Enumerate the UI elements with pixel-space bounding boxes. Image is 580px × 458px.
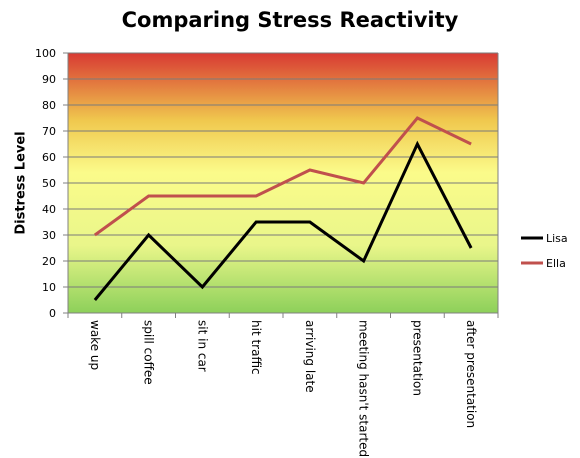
y-tick-label: 90 — [42, 73, 56, 86]
x-tick-label: wake up — [88, 320, 102, 370]
x-tick-label: sit in car — [195, 320, 209, 372]
x-tick-label: after presentation — [464, 320, 478, 428]
gridlines — [68, 52, 498, 314]
series-line-lisa — [93, 140, 473, 301]
y-tick-label: 0 — [49, 307, 56, 320]
y-tick-label: 50 — [42, 177, 56, 190]
y-tick-label: 10 — [42, 281, 56, 294]
x-tick-label: meeting hasn't started — [357, 320, 371, 457]
y-tick-label: 70 — [42, 125, 56, 138]
series-line-ella — [93, 116, 472, 237]
legend-label-ella: Ella — [546, 257, 566, 270]
chart-title: Comparing Stress Reactivity — [121, 8, 459, 32]
x-tick-label: spill coffee — [142, 320, 156, 385]
y-tick-label: 60 — [42, 151, 56, 164]
y-tick-label: 30 — [42, 229, 56, 242]
legend-label-lisa: Lisa — [546, 232, 568, 245]
y-tick-label: 100 — [35, 47, 56, 60]
y-tick-label: 40 — [42, 203, 56, 216]
x-tick-label: presentation — [410, 320, 424, 396]
y-tick-label: 80 — [42, 99, 56, 112]
y-tick-label: 20 — [42, 255, 56, 268]
x-tick-label: arriving late — [303, 320, 317, 393]
x-tick-label: hit traffic — [249, 320, 263, 375]
